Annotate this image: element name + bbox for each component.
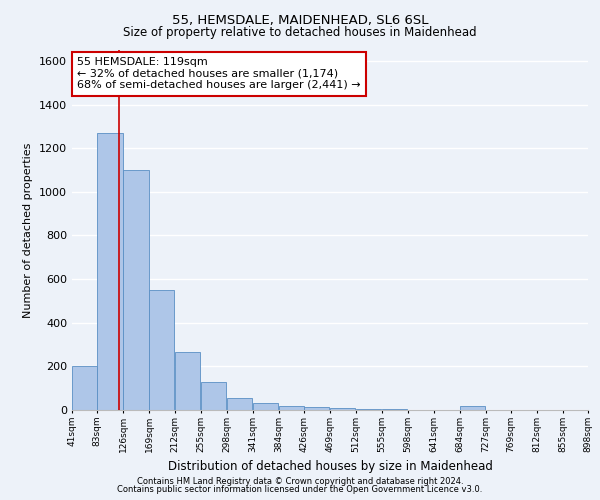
Bar <box>279 406 304 410</box>
Bar <box>72 366 97 410</box>
Bar <box>460 406 485 410</box>
Bar <box>253 404 278 410</box>
Bar <box>175 352 200 410</box>
Y-axis label: Number of detached properties: Number of detached properties <box>23 142 34 318</box>
Text: Contains HM Land Registry data © Crown copyright and database right 2024.: Contains HM Land Registry data © Crown c… <box>137 477 463 486</box>
Bar <box>304 406 329 410</box>
Text: Size of property relative to detached houses in Maidenhead: Size of property relative to detached ho… <box>123 26 477 39</box>
Bar <box>330 408 355 410</box>
Text: Contains public sector information licensed under the Open Government Licence v3: Contains public sector information licen… <box>118 485 482 494</box>
Bar <box>149 290 175 410</box>
Bar <box>201 382 226 410</box>
Bar <box>123 170 149 410</box>
Bar <box>97 133 122 410</box>
Bar <box>382 409 407 410</box>
Bar <box>227 398 252 410</box>
X-axis label: Distribution of detached houses by size in Maidenhead: Distribution of detached houses by size … <box>167 460 493 473</box>
Bar <box>356 409 381 410</box>
Text: 55, HEMSDALE, MAIDENHEAD, SL6 6SL: 55, HEMSDALE, MAIDENHEAD, SL6 6SL <box>172 14 428 27</box>
Text: 55 HEMSDALE: 119sqm
← 32% of detached houses are smaller (1,174)
68% of semi-det: 55 HEMSDALE: 119sqm ← 32% of detached ho… <box>77 57 361 90</box>
